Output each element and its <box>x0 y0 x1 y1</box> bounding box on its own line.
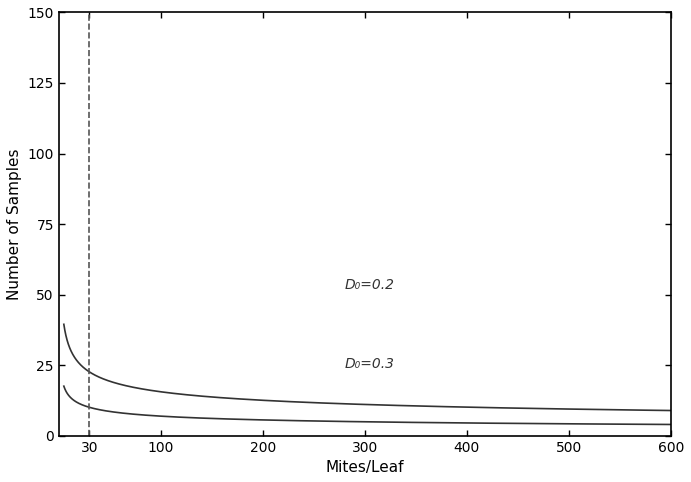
Text: D₀=0.2: D₀=0.2 <box>344 278 395 292</box>
Text: D₀=0.3: D₀=0.3 <box>344 357 395 371</box>
X-axis label: Mites/Leaf: Mites/Leaf <box>325 460 404 475</box>
Y-axis label: Number of Samples: Number of Samples <box>7 148 22 300</box>
